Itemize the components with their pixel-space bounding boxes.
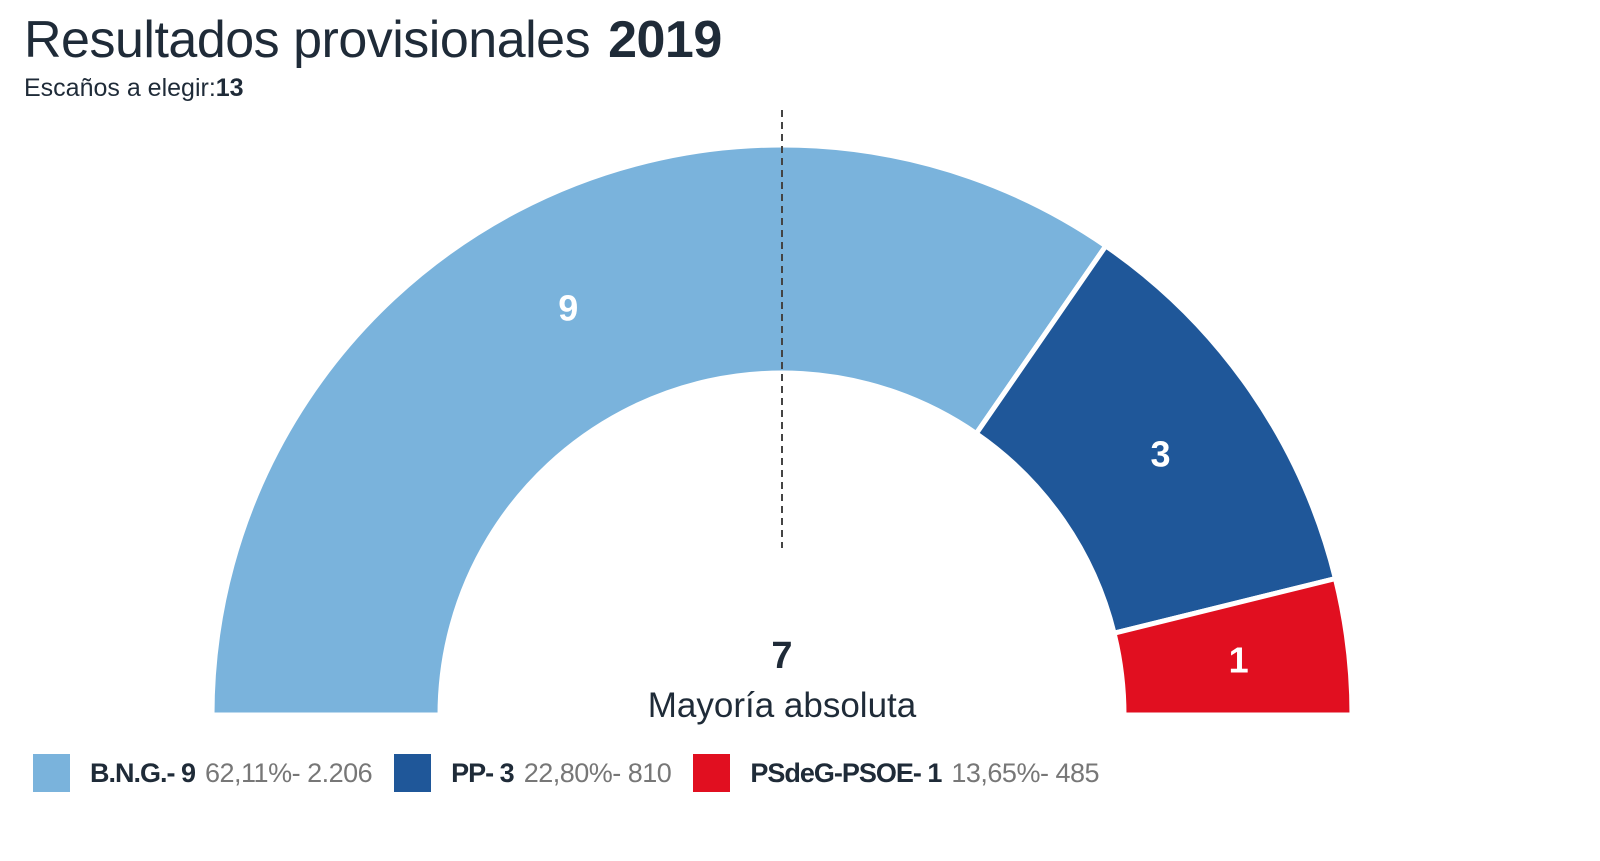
legend-swatch [33,754,70,792]
legend: B.N.G.- 9 62,11%- 2.206 PP- 3 22,80%- 810 … [33,754,1121,792]
legend-item-bng: B.N.G.- 9 62,11%- 2.206 [33,754,373,792]
legend-name: PP- 3 [451,757,515,788]
legend-swatch [394,754,432,792]
legend-swatch [693,754,731,792]
seats-label: Escaños a elegir: [24,74,216,102]
seat-label-2: 1 [1229,640,1249,681]
title-text: Resultados provisionales [24,11,591,69]
seats-subtitle: Escaños a elegir:13 [24,74,244,103]
chart-title: Resultados provisionales 2019 [24,10,722,70]
title-year: 2019 [608,11,722,69]
seat-segment-2 [1111,575,1355,718]
majority-value: 7 [771,635,792,677]
legend-item-psoe: PSdeG-PSOE- 1 13,65%- 485 [693,754,1099,792]
legend-value: 13,65%- 485 [951,757,1099,788]
seats-total: 13 [215,74,244,102]
legend-name: PSdeG-PSOE- 1 [750,757,942,788]
legend-value: 22,80%- 810 [523,757,672,788]
legend-name: B.N.G.- 9 [90,757,196,788]
legend-value: 62,11%- 2.206 [205,757,373,788]
majority-label: Mayoría absoluta [648,686,917,725]
seat-segment-0 [209,142,1110,718]
seat-label-1: 3 [1151,434,1171,475]
legend-item-pp: PP- 3 22,80%- 810 [394,754,672,792]
seat-label-0: 9 [558,288,578,329]
